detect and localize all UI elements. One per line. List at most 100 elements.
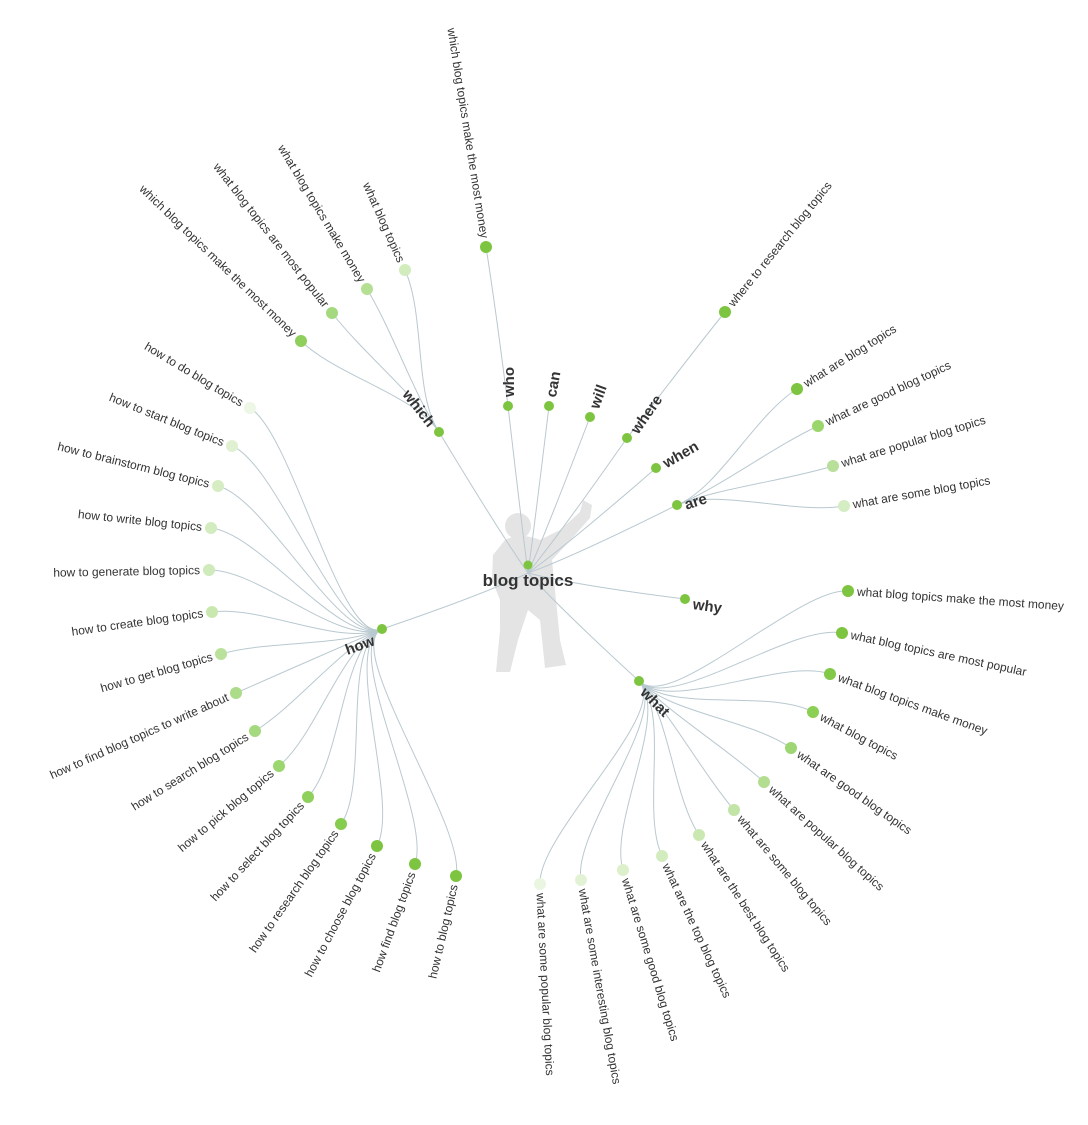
hub-dot (672, 500, 682, 510)
link-how (381, 572, 529, 630)
hub-who[interactable]: who (501, 367, 518, 411)
leaf-node[interactable]: what blog topics are most popular (836, 627, 1028, 679)
leaf-link (676, 465, 834, 506)
leaf-node[interactable]: what blog topics make money (274, 141, 373, 295)
hub-will[interactable]: will (585, 383, 611, 422)
leaf-link (638, 670, 831, 692)
leaf-node[interactable]: what blog topics are most popular (210, 159, 338, 319)
hub-where[interactable]: where (622, 392, 666, 443)
leaf-node[interactable]: how to find blog topics to write about (48, 687, 242, 782)
leaf-node[interactable]: what are some blog topics (838, 473, 991, 512)
hub-what[interactable]: what (634, 676, 673, 721)
leaf-dot (215, 648, 227, 660)
hub-label: can (543, 370, 564, 398)
leaf-dot (575, 874, 587, 886)
leaf-label: what blog topics make the most money (855, 585, 1064, 614)
leaf-node[interactable]: what are popular blog topics (827, 413, 987, 472)
hub-label: why (691, 596, 724, 617)
leaf-node[interactable]: where to research blog topics (719, 179, 835, 318)
leaf-node[interactable]: how to blog topics (426, 870, 462, 980)
leaf-dot (361, 283, 373, 295)
leaf-link (370, 628, 418, 865)
leaf-node[interactable]: what blog topics (807, 706, 900, 763)
center-dot (523, 560, 533, 570)
link-what (527, 572, 640, 682)
leaf-link (626, 311, 726, 439)
leaf-node[interactable]: what blog topics (360, 179, 411, 276)
link-where (527, 437, 628, 574)
leaf-dot (758, 776, 770, 788)
leaf-label: how to brainstorm blog topics (56, 439, 211, 490)
leaf-node[interactable]: how to create blog topics (71, 606, 218, 639)
leaf-dot (244, 402, 256, 414)
leaf-node[interactable]: how find blog topics (369, 858, 421, 974)
leaf-link (366, 628, 384, 847)
leaf-link (307, 628, 383, 798)
leaf-link (235, 628, 383, 694)
leaf-node[interactable]: how to generate blog topics (53, 563, 215, 580)
leaf-label: which blog topics make the most money (444, 26, 491, 239)
leaf-dot (399, 264, 411, 276)
leaf-dot (302, 791, 314, 803)
leaf-label: where to research blog topics (725, 179, 835, 310)
leaf-node[interactable]: what are some popular blog topics (533, 878, 557, 1076)
hub-label: who (501, 367, 518, 398)
leaf-dot (827, 460, 839, 472)
leaf-label: which blog topics make the most money (136, 181, 299, 340)
leaf-node[interactable]: what are some interesting blog topics (575, 874, 624, 1085)
leaf-node[interactable]: which blog topics make the most money (444, 26, 492, 253)
leaf-link (249, 407, 383, 631)
center-label: blog topics (483, 571, 574, 590)
hub-dot (585, 412, 595, 422)
leaf-node[interactable]: how to brainstorm blog topics (56, 439, 224, 492)
leaf-label: how to generate blog topics (53, 563, 200, 580)
hub-label: when (659, 438, 702, 472)
leaf-link (638, 680, 792, 749)
hub-label: will (586, 383, 611, 412)
leaf-dot (206, 606, 218, 618)
leaf-link (278, 628, 383, 767)
leaf-link (404, 269, 440, 433)
leaf-label: how to do blog topics (142, 339, 246, 409)
leaf-node[interactable]: what blog topics make the most money (842, 585, 1064, 614)
hub-dot (503, 401, 513, 411)
hub-why[interactable]: why (680, 594, 724, 617)
hub-label: are (683, 490, 710, 513)
leaf-label: what blog topics are most popular (848, 628, 1027, 679)
leaf-dot (203, 564, 215, 576)
leaf-node[interactable]: how to get blog topics (99, 648, 227, 695)
center-node[interactable]: blog topics (483, 560, 574, 591)
leaf-link (539, 680, 645, 885)
hub-when[interactable]: when (651, 438, 702, 473)
leaf-node[interactable]: what are blog topics (791, 322, 899, 395)
hub-dot (651, 463, 661, 473)
leaf-link (208, 569, 383, 633)
hub-are[interactable]: are (672, 490, 710, 514)
leaf-link (638, 680, 814, 713)
leaf-dot (842, 585, 854, 597)
leaf-link (231, 445, 383, 631)
leaf-dot (785, 742, 797, 754)
leaf-node[interactable]: how to start blog topics (107, 390, 238, 452)
leaf-label: what blog topics (817, 710, 900, 763)
leaf-node[interactable]: how to write blog topics (77, 507, 217, 534)
leaf-label: what are some blog topics (851, 473, 992, 511)
leaf-link (220, 628, 383, 655)
hub-can[interactable]: can (543, 370, 564, 411)
hub-dot (680, 594, 690, 604)
leaf-dot (249, 725, 261, 737)
leaf-dot (409, 858, 421, 870)
link-when (527, 467, 657, 574)
branch-who: which blog topics make the most money (444, 26, 492, 253)
leaf-label: what are some popular blog topics (533, 892, 557, 1076)
hub-which[interactable]: which (398, 386, 444, 437)
leaf-dot (205, 522, 217, 534)
leaf-dot (838, 500, 850, 512)
leaf-dot (728, 804, 740, 816)
leaf-node[interactable]: which blog topics make the most money (136, 181, 307, 347)
leaf-link (366, 288, 440, 433)
leaf-node[interactable]: how to do blog topics (142, 339, 256, 414)
leaf-link (638, 631, 843, 689)
